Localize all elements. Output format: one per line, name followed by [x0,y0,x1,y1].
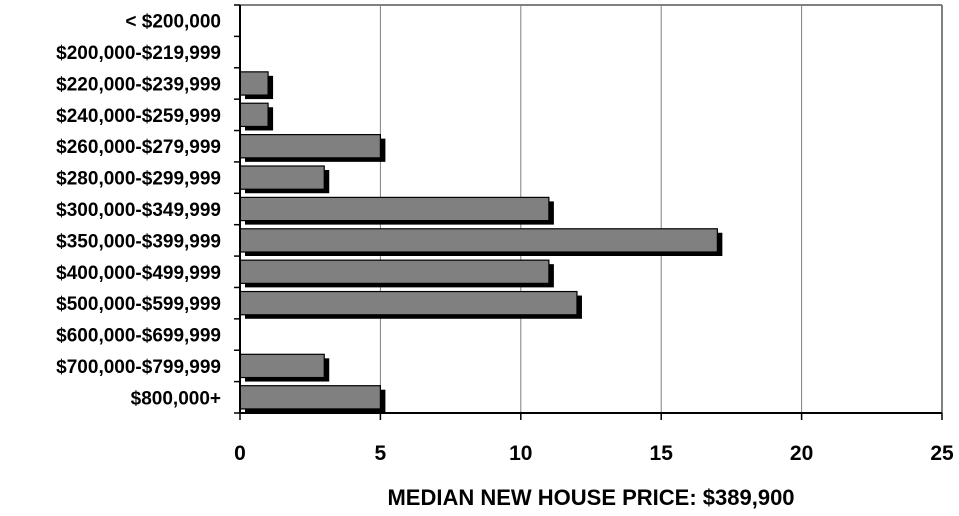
category-label: $400,000-$499,999 [56,263,221,284]
category-label: < $200,000 [125,12,221,33]
bar [239,134,381,159]
bar [239,228,718,253]
x-axis-label: MEDIAN NEW HOUSE PRICE: $389,900 [387,485,794,510]
category-label: $600,000-$699,999 [56,326,221,347]
category-labels: < $200,000 $200,000-$219,999 $220,000-$239… [56,12,221,410]
axes [234,4,943,420]
bar [239,290,578,316]
category-label: $800,000+ [131,388,221,409]
category-label: $200,000-$219,999 [56,43,221,64]
category-label: $500,000-$599,999 [56,294,221,315]
x-tick-label: 25 [930,442,954,465]
category-label: $260,000-$279,999 [56,137,221,158]
category-label: $300,000-$349,999 [56,200,221,221]
bar [239,71,269,96]
category-label: $220,000-$239,999 [56,74,221,95]
x-tick-label: 0 [234,442,246,465]
bar [239,385,381,410]
x-tick-label: 15 [650,442,674,465]
bar [239,353,325,379]
bars [239,71,723,413]
x-tick-label: 5 [375,442,387,465]
bar [239,102,269,128]
category-label: $240,000-$259,999 [56,106,221,127]
x-tick-label: 20 [790,442,813,465]
bar [239,165,325,190]
bar [239,259,550,284]
category-label: $700,000-$799,999 [56,357,221,378]
x-tick-label: 10 [509,442,532,465]
x-tick-labels: 0 5 10 15 20 25 [234,442,954,465]
category-label: $280,000-$299,999 [56,169,221,190]
category-label: $350,000-$399,999 [56,231,221,252]
bar [239,196,550,222]
